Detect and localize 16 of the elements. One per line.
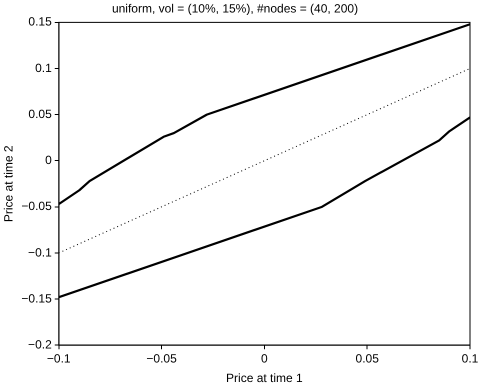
x-tick-label: 0.05: [356, 352, 380, 366]
x-tick-label: 0.1: [462, 352, 479, 366]
y-axis-title: Price at time 2: [2, 145, 16, 222]
chart-title: uniform, vol = (10%, 15%), #nodes = (40, 200): [112, 2, 358, 16]
y-tick-label: −0.15: [21, 291, 52, 306]
x-tick-label: 0: [261, 352, 268, 366]
y-tick-label: −0.2: [28, 338, 52, 352]
y-tick-label: −0.1: [28, 245, 52, 260]
y-tick-label: −0.05: [21, 199, 52, 214]
x-tick-label: −0.05: [146, 352, 178, 366]
y-tick-label: 0.15: [28, 14, 52, 29]
y-tick-label: 0: [45, 153, 52, 168]
y-tick-label: 0.1: [35, 60, 52, 75]
x-tick-label: −0.1: [46, 352, 71, 366]
y-tick-label: 0.05: [28, 106, 52, 121]
x-axis-title: Price at time 1: [226, 371, 304, 386]
